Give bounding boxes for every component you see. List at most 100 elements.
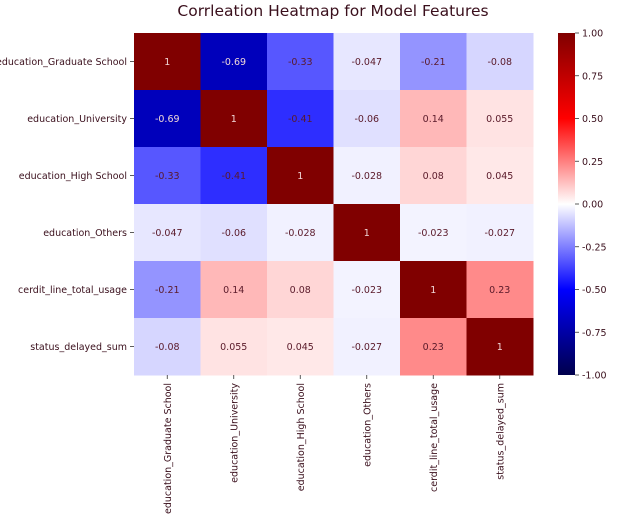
cell-annotation: -0.027 (484, 228, 515, 239)
heatmap-cell (466, 318, 534, 376)
cell-annotation: 0.08 (290, 285, 311, 296)
cell-annotation: 0.23 (423, 342, 444, 353)
cell-annotation: -0.027 (351, 342, 382, 353)
heatmap-cell (400, 90, 467, 148)
heatmap-cell (466, 204, 534, 262)
cell-annotation: -0.047 (152, 228, 183, 239)
heatmap-cell (333, 204, 401, 262)
heatmap-cell (333, 318, 401, 376)
heatmap-cell (200, 33, 268, 91)
heatmap-cell (400, 318, 467, 376)
cell-annotation: -0.08 (487, 57, 512, 68)
column-tick-label: education_Others (362, 383, 373, 467)
cell-annotation: 0.14 (423, 114, 444, 125)
heatmap-cell (333, 147, 401, 205)
heatmap-cell (134, 318, 201, 376)
cell-annotation: 0.055 (220, 342, 247, 353)
cell-annotation: 0.045 (486, 171, 513, 182)
colorbar-tick-label: -0.50 (582, 285, 607, 296)
cell-annotation: -0.023 (418, 228, 449, 239)
row-tick-labels: education_Graduate School education_Unive… (0, 57, 134, 353)
heatmap-cell (466, 147, 534, 205)
colorbar-tick-label: 0.75 (582, 71, 603, 82)
cell-annotation: -0.06 (221, 228, 246, 239)
column-tick-label: education_University (229, 383, 240, 483)
heatmap-cell (134, 33, 201, 91)
heatmap-cell (333, 90, 401, 148)
heatmap-cell (200, 147, 268, 205)
heatmap-cell (267, 33, 334, 91)
heatmap-cell (200, 204, 268, 262)
cell-annotation: 0.045 (287, 342, 314, 353)
column-tick-labels: education_Graduate School education_Unive… (163, 375, 506, 514)
colorbar-tick-label: 0.00 (582, 200, 603, 211)
colorbar-tick-label: -0.75 (582, 328, 607, 339)
cell-annotation: 1 (497, 342, 503, 353)
column-tick-label: education_Graduate School (163, 383, 174, 514)
heatmap-cell (200, 261, 268, 319)
cell-annotation: -0.06 (354, 114, 379, 125)
row-tick-label: education_Graduate School (0, 57, 127, 68)
heatmap-cell (134, 147, 201, 205)
heatmap-cell (400, 33, 467, 91)
row-tick-label: education_University (27, 114, 127, 125)
cell-annotation: -0.023 (351, 285, 382, 296)
cell-annotation: -0.028 (285, 228, 316, 239)
heatmap-cell (134, 90, 201, 148)
heatmap-cell (267, 147, 334, 205)
heatmap-cell (466, 33, 534, 91)
row-tick-label: status_delayed_sum (30, 342, 127, 353)
colorbar: 1.00 0.75 0.50 0.25 0.00 -0.25 -0.50 -0.75 -1.00 (558, 29, 607, 382)
colorbar-gradient (558, 33, 575, 375)
heatmap-cell (134, 204, 201, 262)
chart-title: Corrleation Heatmap for Model Features (177, 2, 488, 20)
column-tick-label: education_High School (296, 383, 307, 491)
heatmap-cell (200, 90, 268, 148)
row-tick-label: education_Others (43, 228, 127, 239)
cell-annotation: -0.028 (351, 171, 382, 182)
column-tick-label: cerdit_line_total_usage (429, 383, 440, 492)
heatmap-cell (333, 33, 401, 91)
heatmap-cell (400, 147, 467, 205)
colorbar-tick-label: 1.00 (582, 29, 603, 40)
heatmap-cell (466, 261, 534, 319)
cell-annotation: 0.14 (223, 285, 244, 296)
cell-annotation: -0.33 (155, 171, 180, 182)
heatmap-cell (267, 204, 334, 262)
heatmap-cell (200, 318, 268, 376)
cell-annotation: 1 (231, 114, 237, 125)
cell-annotations: 1 -0.69 -0.33 -0.047 -0.21 -0.08 -0.69 1 -0.41 -0… (152, 57, 515, 353)
cell-annotation: -0.21 (155, 285, 180, 296)
heatmap-cell (400, 204, 467, 262)
heatmap-cell (400, 261, 467, 319)
cell-annotation: -0.41 (288, 114, 313, 125)
colorbar-tick-label: 0.50 (582, 114, 603, 125)
colorbar-tick-label: 0.25 (582, 157, 603, 168)
cell-annotation: -0.21 (421, 57, 446, 68)
colorbar-tick-label: -1.00 (582, 371, 607, 382)
cell-annotation: -0.33 (288, 57, 313, 68)
cell-annotation: 0.055 (486, 114, 513, 125)
heatmap-cell (267, 318, 334, 376)
cell-annotation: 1 (364, 228, 370, 239)
column-tick-label: status_delayed_sum (495, 383, 506, 480)
cell-annotation: -0.69 (221, 57, 246, 68)
heatmap-cell (267, 90, 334, 148)
cell-annotation: -0.69 (155, 114, 180, 125)
row-tick-label: cerdit_line_total_usage (18, 285, 127, 296)
cell-annotation: -0.08 (155, 342, 180, 353)
cell-annotation: 0.23 (489, 285, 510, 296)
heatmap-cell (134, 261, 201, 319)
heatmap-cell (466, 90, 534, 148)
heatmap-cells (134, 33, 534, 376)
row-tick-label: education_High School (19, 171, 127, 182)
cell-annotation: 1 (430, 285, 436, 296)
heatmap-cell (267, 261, 334, 319)
cell-annotation: -0.047 (351, 57, 382, 68)
cell-annotation: 1 (297, 171, 303, 182)
cell-annotation: -0.41 (221, 171, 246, 182)
cell-annotation: 0.08 (423, 171, 444, 182)
colorbar-tick-label: -0.25 (582, 242, 607, 253)
heatmap-cell (333, 261, 401, 319)
